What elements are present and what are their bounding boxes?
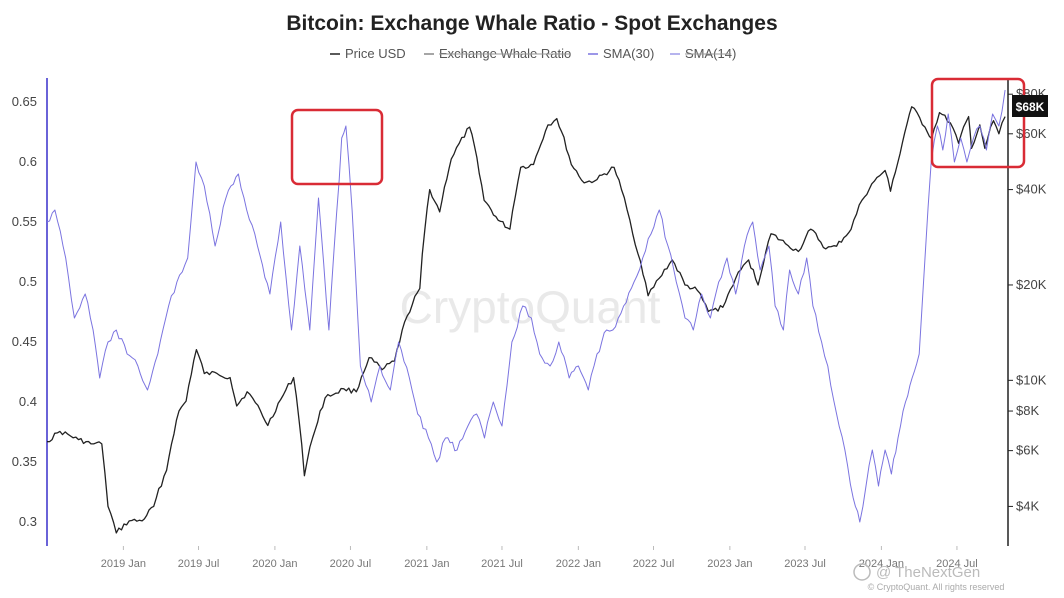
footer: @ TheNextGen © CryptoQuant. All rights r…: [853, 563, 1005, 592]
series-line-price-usd: [46, 106, 1006, 534]
y-right-tick-label: $6K: [1016, 443, 1039, 458]
x-tick-label: 2022 Jul: [633, 558, 675, 570]
x-tick-label: 2021 Jul: [481, 558, 523, 570]
x-tick-label: 2019 Jan: [101, 558, 146, 570]
footer-brand-name: TheNextGen: [895, 564, 980, 581]
x-tick-label: 2021 Jan: [404, 558, 449, 570]
axes: [46, 78, 1009, 546]
x-tick-label: 2020 Jan: [252, 558, 297, 570]
current-price-badge: $68K: [1012, 95, 1048, 117]
footer-credit: © CryptoQuant. All rights reserved: [868, 582, 1005, 592]
current-price-badge-bg: [1012, 95, 1048, 117]
y-right-tick-label: $20K: [1016, 277, 1047, 292]
footer-brand: @ TheNextGen: [876, 564, 980, 581]
x-tick-label: 2019 Jul: [178, 558, 220, 570]
highlight-boxes: [290, 77, 1026, 186]
y-left-tick-label: 0.55: [12, 214, 37, 229]
y-left-tick-label: 0.35: [12, 454, 37, 469]
x-tick-label: 2024 Jan: [859, 558, 904, 570]
weibo-icon: [853, 563, 871, 581]
y-right-tick-label: $4K: [1016, 498, 1039, 513]
highlight-box-2024: [930, 77, 1026, 169]
current-price-label: $68K: [1016, 100, 1045, 114]
legend-item-sma-30[interactable]: SMA(30): [588, 46, 654, 61]
x-tick-label: 2024 Jul: [936, 558, 978, 570]
y-left-tick-label: 0.6: [19, 154, 37, 169]
legend: Price USD Exchange Whale Ratio SMA(30) SMA(…: [330, 46, 736, 61]
watermark-layer: CryptoQuant: [400, 281, 661, 333]
plot-area: [46, 89, 1006, 534]
x-tick-label: 2020 Jul: [330, 558, 372, 570]
legend-item-price-usd[interactable]: Price USD: [330, 46, 406, 61]
watermark: CryptoQuant: [400, 281, 661, 333]
y-right-tick-label: $10K: [1016, 372, 1047, 387]
y-right-tick-label: $8K: [1016, 403, 1039, 418]
y-left-tick-label: 0.65: [12, 94, 37, 109]
x-tick-label: 2023 Jul: [784, 558, 826, 570]
legend-label: SMA(30): [603, 46, 654, 61]
chart-title: Bitcoin: Exchange Whale Ratio - Spot Exc…: [286, 12, 777, 35]
y-left-tick-label: 0.3: [19, 514, 37, 529]
legend-label: Price USD: [345, 46, 406, 61]
y-left-tick-label: 0.4: [19, 394, 37, 409]
legend-item-exchange-whale-ratio[interactable]: Exchange Whale Ratio: [424, 46, 571, 61]
series-line-sma-30: [46, 89, 1006, 523]
x-tick-label: 2023 Jan: [707, 558, 752, 570]
highlight-box-2020: [290, 108, 384, 186]
y-left-tick-label: 0.5: [19, 274, 37, 289]
legend-item-sma-14[interactable]: SMA(14): [670, 46, 736, 61]
x-tick-label: 2022 Jan: [556, 558, 601, 570]
y-left-tick-label: 0.45: [12, 334, 37, 349]
y-right-tick-label: $40K: [1016, 182, 1047, 197]
y-right-tick-label: $60K: [1016, 126, 1047, 141]
